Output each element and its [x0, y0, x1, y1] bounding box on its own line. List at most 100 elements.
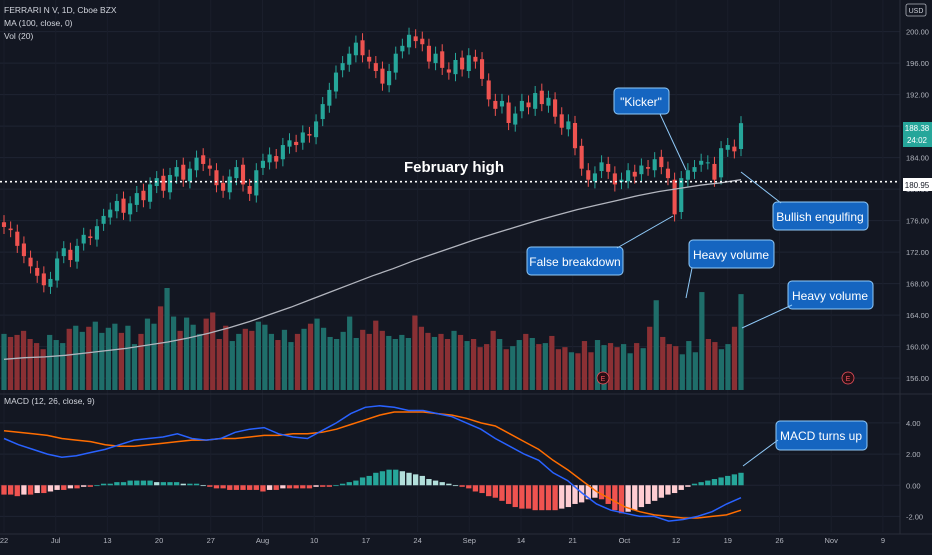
volume-bar [210, 312, 216, 390]
macd-tick-label: 2.00 [906, 450, 921, 459]
volume-bar [177, 330, 183, 390]
callout-heavy-volume-1-text: Heavy volume [693, 248, 769, 262]
candle-body [705, 162, 710, 164]
candle-body [599, 162, 604, 172]
candle-body [685, 170, 690, 180]
candle-body [214, 170, 219, 186]
macd-histogram-bar [47, 485, 54, 492]
candle-body [373, 63, 378, 72]
candle-body [420, 38, 425, 45]
macd-histogram-bar [419, 475, 425, 486]
macd-histogram-bar [14, 485, 20, 497]
callout-heavy-volume-2-box[interactable] [787, 280, 874, 310]
earnings-marker-oct[interactable] [596, 371, 610, 385]
price-tick-label: 160.00 [906, 343, 929, 352]
candles [1, 27, 744, 294]
candle-body [732, 146, 737, 152]
macd-histogram-bar [671, 485, 678, 494]
last-price-tag [903, 122, 932, 147]
volume-bar [627, 353, 633, 390]
macd-histogram-bar [718, 477, 724, 486]
candle-body [181, 164, 186, 180]
macd-histogram-bar [625, 485, 631, 512]
volume-bar [379, 330, 385, 390]
candle-body [128, 203, 133, 215]
macd-histogram-bar [233, 485, 240, 490]
volume-bar [588, 352, 594, 390]
time-tick-label: 13 [103, 536, 111, 545]
volume-bar [503, 349, 509, 390]
vol-legend[interactable]: Vol (20) [4, 31, 33, 41]
macd-histogram-bar [486, 485, 492, 497]
callout-macd-turns-up-box[interactable] [775, 420, 868, 451]
earnings-marker-oct-label: E [601, 376, 606, 383]
macd-histogram-bar [180, 483, 186, 486]
macd-line [3, 405, 742, 522]
time-tick-label: Jul [51, 536, 61, 545]
symbol-legend[interactable]: FERRARI N V, 1D, Cboe BZX [4, 5, 117, 15]
callout-kicker-box[interactable] [613, 87, 670, 115]
macd-histogram-bar [439, 482, 445, 486]
callout-heavy-volume-1-box[interactable] [688, 239, 775, 269]
macd-histogram-bar [638, 485, 645, 508]
time-tick-label: 19 [724, 536, 732, 545]
macd-histogram-bar [247, 485, 253, 490]
macd-histogram-bar [432, 480, 439, 486]
time-tick-label: Sep [463, 536, 476, 545]
macd-histogram-bar [731, 474, 738, 486]
macd-legend[interactable]: MACD (12, 26, close, 9) [4, 396, 95, 406]
earnings-marker-nov[interactable] [841, 371, 855, 385]
candle-body [513, 113, 518, 125]
volume-bar [255, 321, 261, 390]
pointer-false-breakdown [616, 215, 674, 249]
macd-histogram-bar [598, 485, 605, 500]
candle-body [606, 163, 611, 172]
candle-body [274, 156, 279, 162]
volume-bar [614, 347, 620, 390]
currency-badge[interactable] [905, 3, 927, 17]
macd-histogram-bar [472, 485, 479, 492]
time-tick-label: 20 [155, 536, 163, 545]
volume-bar [105, 327, 111, 390]
volume-bar [347, 316, 353, 390]
callout-false-breakdown-box[interactable] [526, 246, 624, 276]
candle-body [586, 170, 591, 180]
volume-bar [66, 328, 72, 390]
candle-body [260, 160, 266, 168]
candle-body [28, 257, 33, 267]
time-tick-label: 26 [775, 536, 783, 545]
candle-body [41, 273, 46, 286]
candle-body [526, 102, 531, 108]
candle-body [327, 89, 332, 106]
candle-body [652, 159, 657, 171]
candle-body [267, 154, 272, 163]
ma-legend[interactable]: MA (100, close, 0) [4, 18, 73, 28]
macd-histogram-bar [353, 480, 359, 486]
candle-body [333, 72, 339, 92]
currency-label: USD [909, 8, 924, 15]
callout-bullish-engulfing-box[interactable] [772, 201, 869, 231]
volume-bar [7, 336, 14, 390]
volume-bar [431, 336, 438, 390]
pointer-kicker [659, 113, 687, 171]
candle-body [699, 160, 704, 165]
time-tick-label: 10 [310, 536, 318, 545]
volume-bar [334, 339, 340, 390]
volume-bar [236, 333, 242, 390]
macd-histogram-bar [67, 485, 74, 489]
volume-bar [138, 333, 144, 390]
candle-body [148, 184, 153, 202]
macd-histogram-bar [293, 485, 299, 489]
volume-bar [581, 341, 588, 390]
callout-macd-turns-up-text: MACD turns up [780, 429, 862, 443]
volume-bar [653, 300, 659, 390]
macd-histogram-bar [313, 485, 319, 487]
macd-histogram-bar [107, 483, 113, 486]
volume-bar [164, 288, 170, 390]
macd-histogram-bar [213, 485, 220, 489]
volume-bar [229, 341, 235, 390]
candle-body [679, 178, 684, 212]
price-tick-label: 200.00 [906, 28, 929, 37]
